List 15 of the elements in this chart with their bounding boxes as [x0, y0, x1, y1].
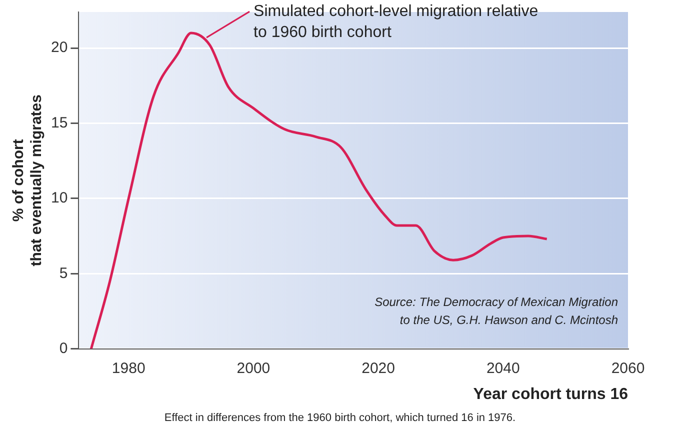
y-tick-label: 0 — [59, 340, 68, 357]
x-tick-label: 1980 — [112, 360, 146, 377]
y-axis-title: % of cohort that eventually migrates — [10, 94, 46, 266]
y-tick-label: 15 — [50, 114, 68, 132]
text: Effect in differences from the 1960 birth cohort, which turned 16 in 1976. — [163, 412, 517, 424]
y-tick-label: 20 — [50, 39, 68, 56]
x-axis-title: Year cohort turns 16 — [473, 386, 628, 403]
x-tick-label: 2060 — [611, 360, 645, 377]
y-tick-label: 5 — [59, 264, 68, 282]
annotation: Source: The Democracy of Mexican Migration to the US, G.H. Hawson and C. Mcintosh — [374, 295, 618, 328]
annotation: Simulated cohort-level migration relative to 1960 birth cohort — [254, 2, 538, 41]
x-tick-label: 2040 — [486, 360, 520, 377]
x-tick-label: 2020 — [362, 360, 395, 377]
x-tick-label: 2000 — [236, 360, 270, 377]
y-tick-label: 10 — [50, 190, 68, 207]
